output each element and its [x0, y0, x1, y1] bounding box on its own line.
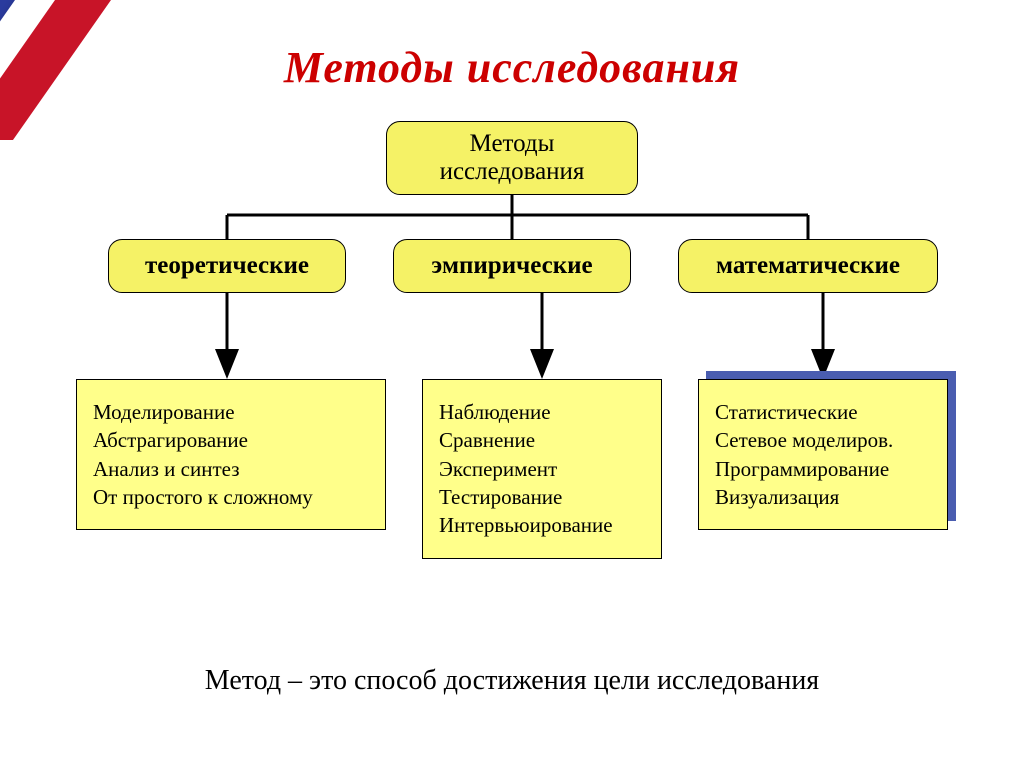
- category-theoretical: теоретические: [108, 239, 346, 293]
- detail-line: От простого к сложному: [93, 483, 369, 511]
- detail-line: Сравнение: [439, 426, 645, 454]
- detail-line: Эксперимент: [439, 455, 645, 483]
- detail-line: Визуализация: [715, 483, 931, 511]
- detail-box-mathematical: СтатистическиеСетевое моделиров.Программ…: [698, 379, 948, 530]
- diagram-area: Методы исследования теоретические эмпири…: [0, 111, 1024, 631]
- detail-line: Абстрагирование: [93, 426, 369, 454]
- category-mathematical: математические: [678, 239, 938, 293]
- detail-line: Тестирование: [439, 483, 645, 511]
- detail-line: Программирование: [715, 455, 931, 483]
- detail-line: Статистические: [715, 398, 931, 426]
- detail-line: Сетевое моделиров.: [715, 426, 931, 454]
- detail-line: Интервьюирование: [439, 511, 645, 539]
- detail-box-theoretical: МоделированиеАбстрагированиеАнализ и син…: [76, 379, 386, 530]
- page-title: Методы исследования: [0, 0, 1024, 93]
- footer-definition: Метод – это способ достижения цели иссле…: [0, 665, 1024, 697]
- category-empirical: эмпирические: [393, 239, 631, 293]
- detail-box-empirical: НаблюдениеСравнениеЭкспериментТестирован…: [422, 379, 662, 559]
- detail-line: Наблюдение: [439, 398, 645, 426]
- detail-line: Анализ и синтез: [93, 455, 369, 483]
- detail-line: Моделирование: [93, 398, 369, 426]
- root-node: Методы исследования: [386, 121, 638, 195]
